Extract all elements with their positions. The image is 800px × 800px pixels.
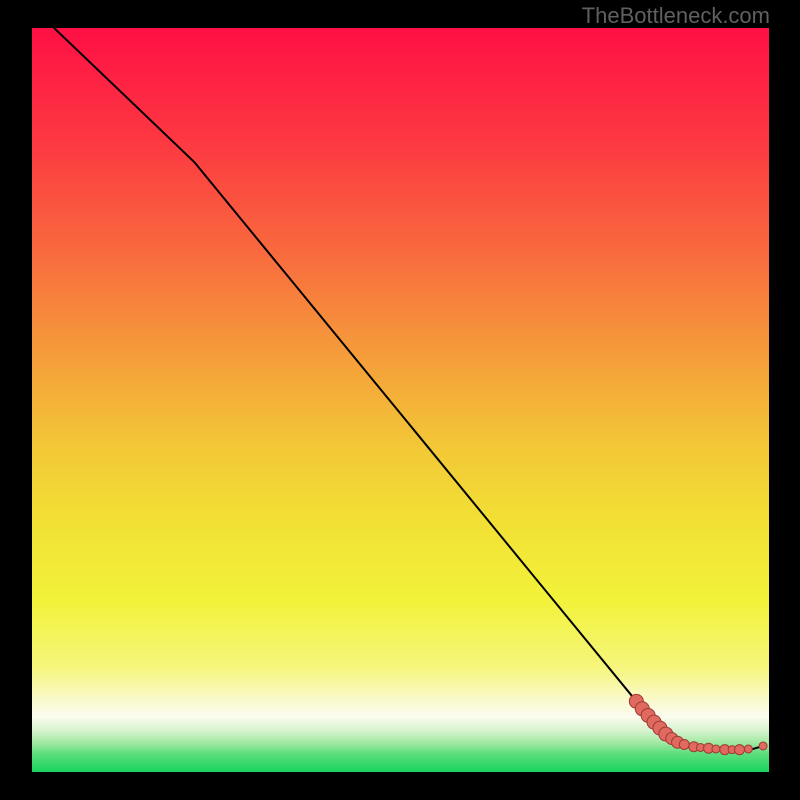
marker-dot — [712, 745, 720, 753]
marker-dot — [744, 745, 752, 753]
main-curve — [54, 28, 763, 750]
line-layer — [32, 28, 769, 772]
watermark-text: TheBottleneck.com — [582, 3, 770, 29]
marker-dot — [735, 745, 745, 755]
chart-root: TheBottleneck.com — [0, 0, 800, 800]
marker-dot — [679, 739, 689, 749]
marker-dot — [759, 742, 767, 750]
plot-area — [32, 28, 769, 772]
markers-group — [629, 694, 767, 754]
